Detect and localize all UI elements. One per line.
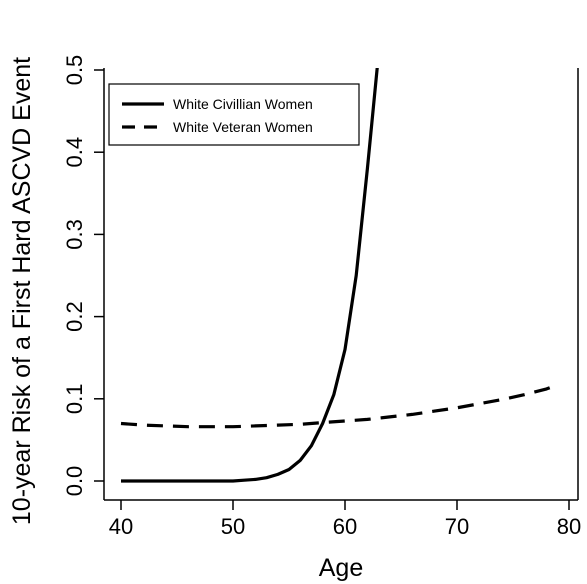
legend: White Civillian Women White Veteran Women [108,83,360,146]
x-tick-label: 60 [333,514,357,539]
y-tick-label: 0.1 [62,384,87,415]
legend-box [108,83,360,146]
x-axis-title: Age [319,554,363,582]
series-line-2 [120,383,559,429]
series-layer [120,68,559,483]
y-tick-label: 0.2 [62,301,87,332]
y-tick-label: 0.3 [62,219,87,250]
y-tick-label: 0.5 [62,55,87,86]
plot-frame [103,68,579,501]
y-axis-title: 10-year Risk of a First Hard ASCVD Event [8,57,36,525]
x-tick-label: 50 [221,514,245,539]
legend-label-1: White Civillian Women [173,96,313,112]
x-tick-label: 40 [109,514,133,539]
y-axis: 0.0 0.1 0.2 0.3 0.4 0.5 [62,55,104,497]
legend-label-2: White Veteran Women [173,119,313,135]
x-axis: 40 50 60 70 80 [109,500,581,539]
series-line-1 [121,68,379,483]
y-tick-label: 0.0 [62,466,87,497]
x-tick-label: 70 [445,514,469,539]
x-tick-label: 80 [557,514,581,539]
y-tick-label: 0.4 [62,137,87,168]
